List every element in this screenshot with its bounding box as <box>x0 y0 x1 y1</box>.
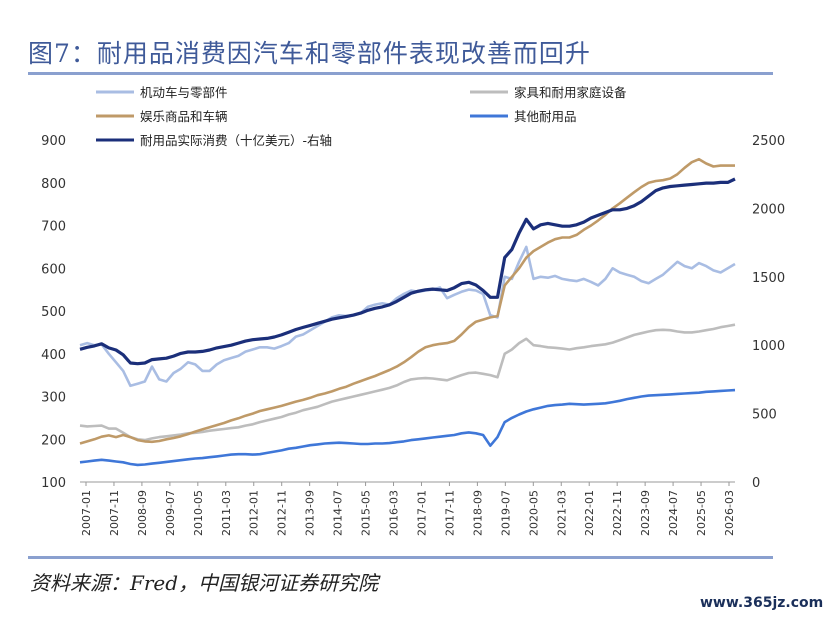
x-tick-label: 2008-09 <box>136 490 149 536</box>
x-tick-label: 2023-09 <box>639 490 652 536</box>
series-line-0 <box>79 245 736 388</box>
right-tick-label: 1000 <box>752 339 785 354</box>
left-tick-label: 300 <box>41 391 66 406</box>
series-line-3 <box>79 388 736 467</box>
x-tick-label: 2020-05 <box>527 490 540 536</box>
x-tick-label: 2012-11 <box>276 490 289 536</box>
x-tick-label: 2018-09 <box>471 490 484 536</box>
series-line-2 <box>79 157 735 445</box>
x-tick-label: 2025-05 <box>695 490 708 536</box>
x-tick-label: 2022-01 <box>583 490 596 536</box>
right-tick-label: 1500 <box>752 271 785 286</box>
x-tick-label: 2024-07 <box>667 490 680 536</box>
x-tick-label: 2017-11 <box>443 490 456 536</box>
left-tick-label: 800 <box>41 177 66 192</box>
x-tick-label: 2007-11 <box>108 490 121 536</box>
x-tick-label: 2017-01 <box>415 490 428 536</box>
legend-label: 机动车与零部件 <box>140 85 228 100</box>
right-tick-label: 500 <box>752 408 777 423</box>
left-tick-label: 100 <box>41 476 66 491</box>
x-tick-label: 2012-01 <box>248 490 261 536</box>
x-tick-label: 2014-07 <box>332 490 345 536</box>
left-tick-label: 400 <box>41 348 66 363</box>
left-tick-label: 500 <box>41 305 66 320</box>
x-tick-label: 2019-07 <box>499 490 512 536</box>
legend-label: 家具和耐用家庭设备 <box>514 85 627 100</box>
series-line-4 <box>79 177 736 366</box>
bottom-divider <box>28 556 773 559</box>
x-tick-label: 2009-07 <box>164 490 177 536</box>
top-divider <box>28 72 773 75</box>
left-tick-label: 700 <box>41 220 66 235</box>
x-tick-label: 2010-05 <box>192 490 205 536</box>
figure-title: 图7：耐用品消费因汽车和零部件表现改善而回升 <box>28 39 591 68</box>
legend-label: 耐用品实际消费（十亿美元）-右轴 <box>140 133 332 148</box>
series-line-1 <box>79 323 736 442</box>
legend-label: 其他耐用品 <box>514 109 577 124</box>
x-tick-label: 2015-05 <box>360 490 373 536</box>
left-tick-label: 900 <box>41 134 66 149</box>
x-tick-label: 2007-01 <box>80 490 93 536</box>
right-tick-label: 2500 <box>752 134 785 149</box>
legend-label: 娱乐商品和车辆 <box>140 109 228 124</box>
left-tick-label: 200 <box>41 433 66 448</box>
right-tick-label: 0 <box>752 476 760 491</box>
right-tick-label: 2000 <box>752 202 785 217</box>
x-tick-label: 2021-03 <box>555 490 568 536</box>
source-note: 资料来源：Fred，中国银河证券研究院 <box>30 571 379 595</box>
x-tick-label: 2022-11 <box>611 490 624 536</box>
x-tick-label: 2013-09 <box>304 490 317 536</box>
x-tick-label: 2016-03 <box>388 490 401 536</box>
left-tick-label: 600 <box>41 262 66 277</box>
x-tick-label: 2011-03 <box>220 490 233 536</box>
x-tick-label: 2026-03 <box>723 490 736 536</box>
watermark: www.365jz.com <box>700 595 824 611</box>
